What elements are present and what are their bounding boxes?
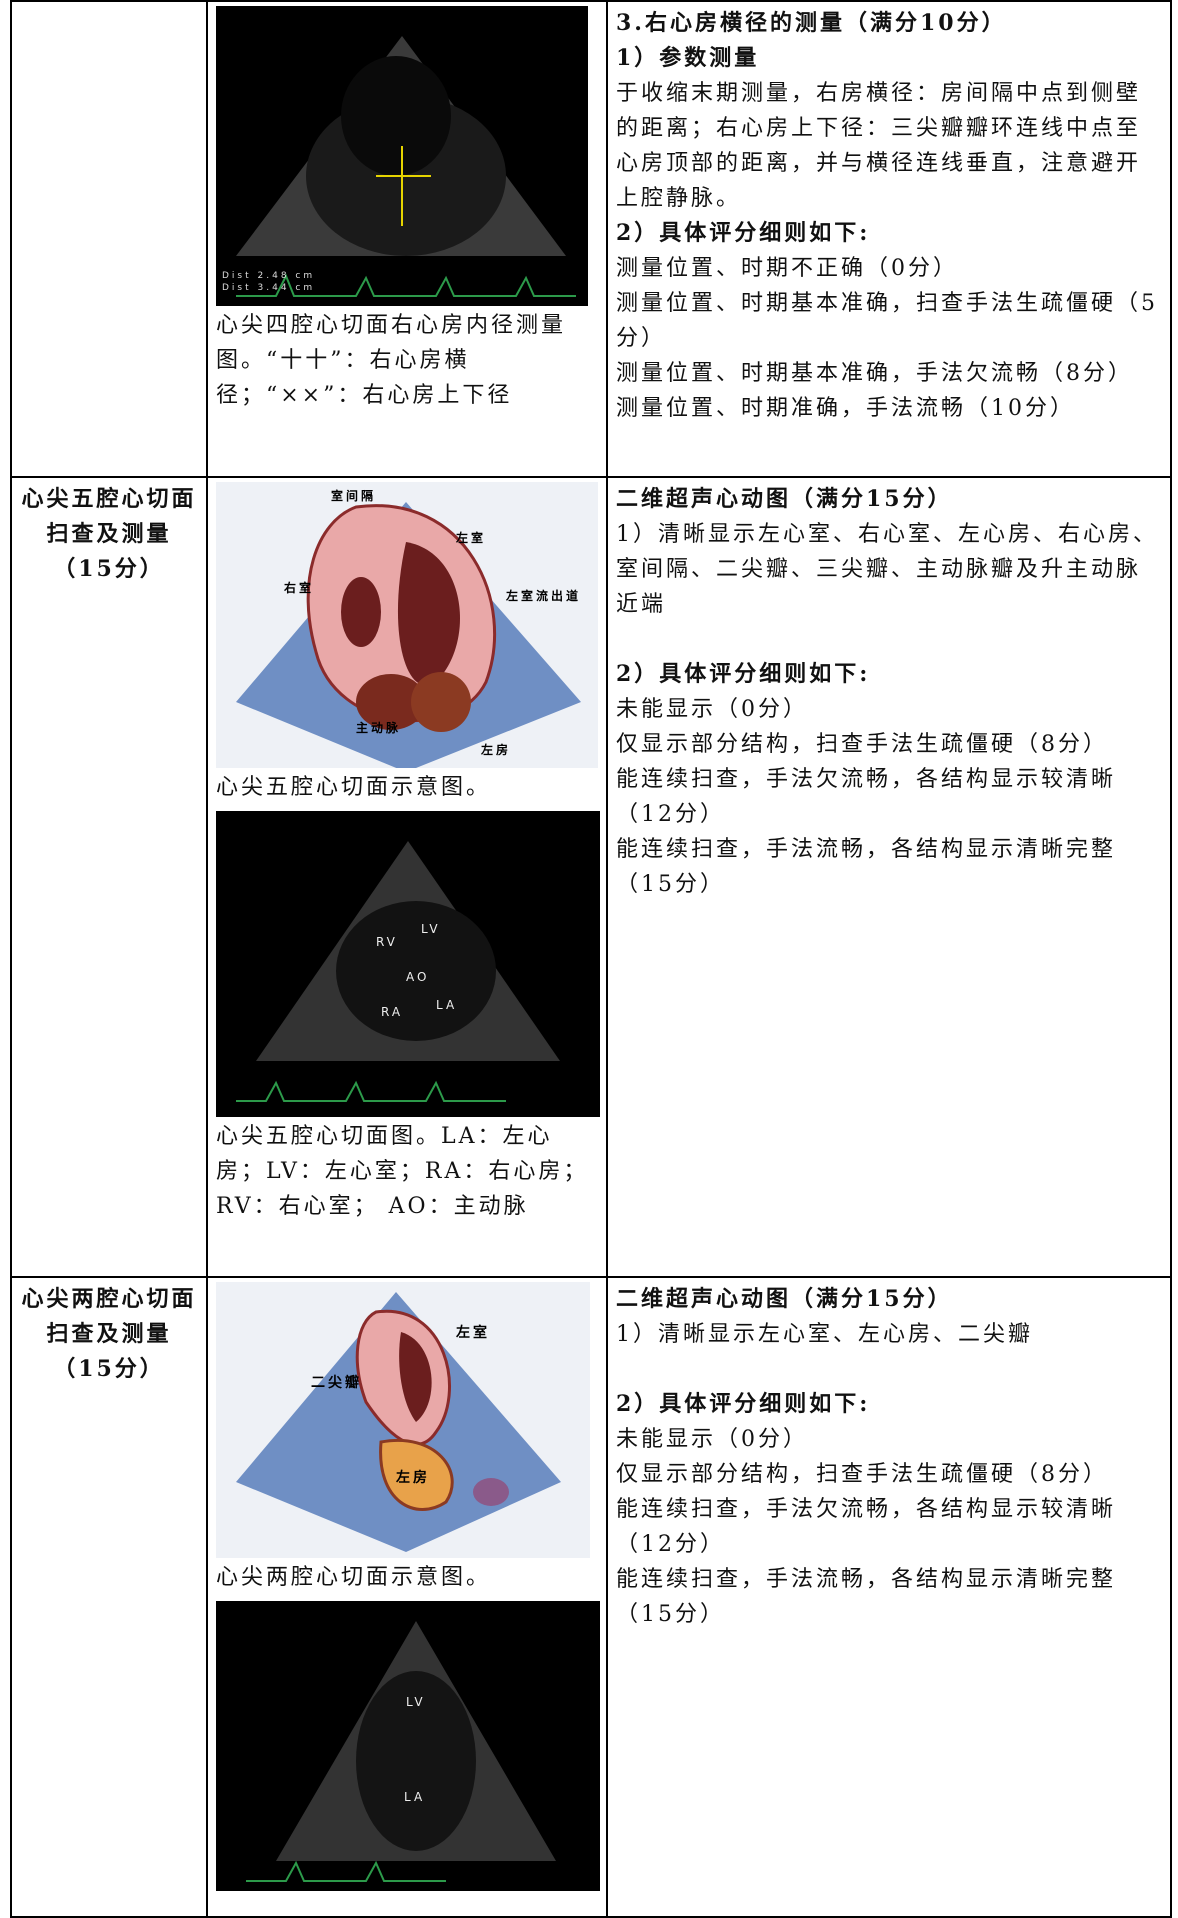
ultrasound-image: Dist 2.48 cm Dist 3.44 cm [216, 6, 588, 306]
figure-cell: 左室 二尖瓣 左房 心尖两腔心切面示意图。 LV LA [206, 1276, 608, 1918]
row: 心尖两腔心切面扫查及测量（15分） 左室 二尖瓣 左房 心尖两腔心切面示意图。 … [10, 1276, 1172, 1918]
scoring-table: Dist 2.48 cm Dist 3.44 cm 心尖四腔心切面右心房内径测量… [10, 0, 1172, 1918]
schematic-image: 室间隔 左室 右室 左室流出道 主动脉 左房 [216, 482, 598, 768]
criteria-item: 仅显示部分结构，扫查手法生疏僵硬（8分） [616, 732, 1108, 757]
image-label: 左室 [455, 530, 486, 545]
criteria-items: 未能显示（0分） 仅显示部分结构，扫查手法生疏僵硬（8分） 能连续扫查，手法欠流畅，… [616, 1422, 1162, 1632]
figure-caption: 心尖五腔心切面示意图。 [216, 775, 492, 800]
criteria-items: 未能显示（0分） 仅显示部分结构，扫查手法生疏僵硬（8分） 能连续扫查，手法欠流畅，… [616, 692, 1162, 902]
criteria-item: 能连续扫查，手法流畅，各结构显示清晰完整（15分） [616, 1567, 1117, 1627]
criteria-text: 于收缩末期测量，右房横径：房间隔中点到侧壁的距离；右心房上下径：三尖瓣瓣环连线中… [616, 81, 1142, 211]
image-label: 左室 [455, 1324, 490, 1341]
criteria-title: 二维超声心动图（满分15分） [616, 486, 953, 512]
image-label: LV [406, 1695, 426, 1709]
figure-caption: 心尖两腔心切面示意图。 [216, 1565, 492, 1590]
criteria-item: 能连续扫查，手法流畅，各结构显示清晰完整（15分） [616, 837, 1117, 897]
image-label: RA [381, 1005, 403, 1019]
image-label: 主动脉 [356, 720, 401, 735]
image-label: 左房 [480, 742, 511, 757]
image-label: 右室 [283, 580, 314, 595]
criteria-subtitle: 2）具体评分细则如下: [616, 220, 871, 246]
criteria-items: 测量位置、时期不正确（0分） 测量位置、时期基本准确，扫查手法生疏僵硬（5分） 测量… [616, 251, 1162, 426]
schematic-image: 左室 二尖瓣 左房 [216, 1282, 590, 1558]
image-label: LA [436, 998, 457, 1012]
image-label: 左室流出道 [505, 588, 581, 603]
figure-caption: 心尖四腔心切面右心房内径测量图。“十十”：右心房横径；“××”：右心房上下径 [216, 313, 567, 408]
criteria-title: 3.右心房横径的测量（满分10分） [616, 10, 1007, 36]
image-label: Dist 2.48 cm [222, 271, 315, 281]
ultrasound-image: LV LA [216, 1601, 600, 1891]
image-label: 左房 [395, 1469, 430, 1486]
criteria-text: 1）清晰显示左心室、左心房、二尖瓣 [616, 1322, 1033, 1347]
criteria-subtitle: 2）具体评分细则如下: [616, 661, 871, 687]
image-label: 二尖瓣 [311, 1374, 362, 1391]
criteria-item: 测量位置、时期基本准确，扫查手法生疏僵硬（5分） [616, 291, 1158, 351]
criteria-item: 测量位置、时期准确，手法流畅（10分） [616, 396, 1075, 421]
image-label: AO [406, 970, 429, 984]
row: Dist 2.48 cm Dist 3.44 cm 心尖四腔心切面右心房内径测量… [10, 0, 1172, 478]
criteria-cell: 二维超声心动图（满分15分） 1）清晰显示左心室、左心房、二尖瓣 2）具体评分细… [606, 1276, 1172, 1918]
section-cell: 心尖五腔心切面扫查及测量（15分） [10, 476, 208, 1278]
criteria-cell: 二维超声心动图（满分15分） 1）清晰显示左心室、右心室、左心房、右心房、室间隔… [606, 476, 1172, 1278]
criteria-item: 能连续扫查，手法欠流畅，各结构显示较清晰（12分） [616, 767, 1117, 827]
criteria-item: 仅显示部分结构，扫查手法生疏僵硬（8分） [616, 1462, 1108, 1487]
criteria-item: 测量位置、时期不正确（0分） [616, 256, 958, 281]
ultrasound-image: RV LV AO RA LA [216, 811, 600, 1117]
criteria-text: 1）清晰显示左心室、右心室、左心房、右心房、室间隔、二尖瓣、三尖瓣、主动脉瓣及升… [616, 522, 1158, 617]
image-label: RV [376, 935, 398, 949]
section-cell [10, 0, 208, 478]
image-label: LV [421, 922, 441, 936]
figure-caption: 心尖五腔心切面图。LA：左心房；LV：左心室；RA：右心房；RV：右心室； AO… [216, 1124, 589, 1219]
row: 心尖五腔心切面扫查及测量（15分） 室间隔 左室 右室 左室流出道 主动脉 左房… [10, 476, 1172, 1278]
criteria-item: 测量位置、时期基本准确，手法欠流畅（8分） [616, 361, 1133, 386]
criteria-title: 二维超声心动图（满分15分） [616, 1286, 953, 1312]
criteria-cell: 3.右心房横径的测量（满分10分） 1）参数测量 于收缩末期测量，右房横径：房间… [606, 0, 1172, 478]
image-label: LA [404, 1790, 425, 1804]
figure-cell: 室间隔 左室 右室 左室流出道 主动脉 左房 心尖五腔心切面示意图。 RV LV… [206, 476, 608, 1278]
image-label: 室间隔 [331, 488, 376, 503]
criteria-item: 未能显示（0分） [616, 697, 808, 722]
criteria-subtitle: 2）具体评分细则如下: [616, 1391, 871, 1417]
section-cell: 心尖两腔心切面扫查及测量（15分） [10, 1276, 208, 1918]
criteria-item: 能连续扫查，手法欠流畅，各结构显示较清晰（12分） [616, 1497, 1117, 1557]
criteria-item: 未能显示（0分） [616, 1427, 808, 1452]
figure-cell: Dist 2.48 cm Dist 3.44 cm 心尖四腔心切面右心房内径测量… [206, 0, 608, 478]
criteria-subtitle: 1）参数测量 [616, 45, 760, 71]
image-label: Dist 3.44 cm [222, 283, 315, 293]
